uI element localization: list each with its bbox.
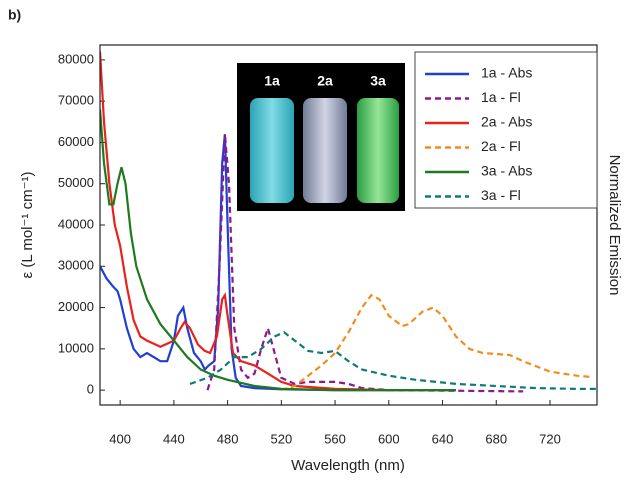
x-tick-label: 520 — [270, 431, 292, 446]
legend-label: 1a - Fl — [481, 89, 521, 105]
series-line — [100, 134, 456, 392]
chart-title: b) — [8, 7, 21, 23]
inset-photo — [237, 63, 405, 211]
x-tick-label: 400 — [109, 431, 131, 446]
series-line — [280, 293, 591, 392]
y-tick-label: 0 — [87, 382, 94, 397]
series-line — [100, 51, 389, 392]
plot-frame — [99, 44, 598, 406]
inset-label: 3a — [370, 73, 386, 89]
x-tick-label: 680 — [485, 431, 507, 446]
y-tick-label: 50000 — [58, 175, 94, 190]
x-tick-label: 480 — [217, 431, 239, 446]
x-tick-label: 440 — [163, 431, 185, 446]
y-axis-label: ε (L mol⁻¹ cm⁻¹) — [19, 172, 36, 279]
legend-label: 2a - Abs — [481, 114, 532, 130]
legend-label: 3a - Abs — [481, 163, 532, 179]
y-tick-label: 60000 — [58, 134, 94, 149]
series-line — [206, 134, 524, 393]
legend-label: 3a - Fl — [481, 187, 521, 203]
x-tick-label: 560 — [324, 431, 346, 446]
y-tick-label: 20000 — [58, 299, 94, 314]
series-line — [100, 109, 456, 392]
x-tick-label: 640 — [432, 431, 454, 446]
y-tick-label: 10000 — [58, 340, 94, 355]
legend-label: 1a - Abs — [481, 65, 532, 81]
series-line — [189, 331, 597, 390]
y-tick-label: 70000 — [58, 93, 94, 108]
inset-label: 1a — [264, 73, 280, 89]
y-tick-label: 40000 — [58, 216, 94, 231]
legend-box — [414, 51, 598, 209]
x-tick-label: 720 — [539, 431, 561, 446]
y-tick-label: 30000 — [58, 258, 94, 273]
inset-label: 2a — [317, 73, 333, 89]
legend-label: 2a - Fl — [481, 138, 521, 154]
y-tick-label: 80000 — [58, 51, 94, 66]
x-tick-label: 600 — [378, 431, 400, 446]
x-axis-label: Wavelength (nm) — [291, 457, 405, 474]
y2-axis-label: Normalized Emission — [606, 155, 623, 296]
